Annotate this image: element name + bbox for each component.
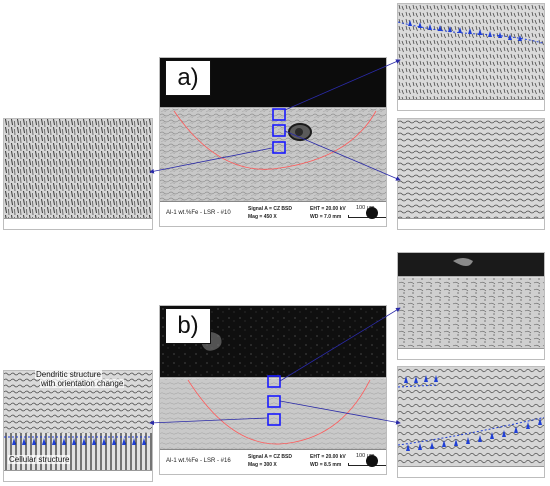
panel-a-logo-icon: [366, 207, 378, 219]
panel-a-scale-label: 100 µm: [356, 205, 375, 211]
panel-a-inset-bottom-right: [397, 118, 545, 230]
panel-a-signal-block: Signal A = CZ BSD Mag = 450 X: [248, 205, 292, 221]
panel-a-eht-block: EHT = 20.00 kV WD = 7.0 mm: [310, 205, 346, 221]
panel-b-scale-label: 100 µm: [356, 453, 375, 459]
panel-a-info-bar: Al-1 wt.%Fe - LSR - #10 Signal A = CZ BS…: [160, 201, 386, 226]
panel-b-label: b): [165, 308, 211, 344]
panel-a-inset-bottom-right-bar: [398, 218, 544, 229]
panel-a-label: a): [165, 60, 211, 96]
panel-b-info-bar: Al-1 wt.%Fe - LSR - #16 Signal A = CZ BS…: [160, 449, 386, 474]
panel-b-eht: EHT = 20.00 kV: [310, 454, 346, 460]
annotation-cellular: Cellular structure: [8, 455, 71, 464]
panel-b-mag: Mag = 300 X: [248, 462, 277, 468]
panel-b-signal: Signal A = CZ BSD: [248, 454, 292, 460]
panel-a-mag: Mag = 450 X: [248, 214, 277, 220]
panel-a-scale-bar: [348, 215, 386, 218]
panel-b-caption: Al-1 wt.%Fe - LSR - #16: [166, 458, 231, 464]
panel-b-inset-bottom-right-bar: [398, 466, 544, 477]
panel-b-eht-block: EHT = 20.00 kV WD = 8.5 mm: [310, 453, 346, 469]
panel-b-inset-bottom-right: [397, 366, 545, 478]
panel-b-logo-icon: [366, 455, 378, 467]
panel-a-inset-top-right: [397, 3, 545, 111]
panel-b-signal-block: Signal A = CZ BSD Mag = 300 X: [248, 453, 292, 469]
panel-b-inset-left: [3, 370, 153, 482]
panel-b-inset-top-right: [397, 252, 545, 360]
panel-a-caption: Al-1 wt.%Fe - LSR - #10: [166, 210, 231, 216]
annotation-dendritic-line2: with orientation change: [40, 379, 125, 388]
panel-b-inset-top-right-bar: [398, 348, 544, 359]
panel-b-wd: WD = 8.5 mm: [310, 462, 342, 468]
panel-a-inset-top-right-bar: [398, 99, 544, 110]
panel-b-inset-left-bar: [4, 470, 152, 481]
panel-a-inset-left: [3, 118, 153, 230]
panel-b-scale-bar: [348, 463, 386, 466]
panel-a-wd: WD = 7.0 mm: [310, 214, 342, 220]
panel-a-inset-left-bar: [4, 218, 152, 229]
panel-a-eht: EHT = 20.00 kV: [310, 206, 346, 212]
panel-a-signal: Signal A = CZ BSD: [248, 206, 292, 212]
annotation-dendritic-line1: Dendritic structure: [35, 370, 102, 379]
